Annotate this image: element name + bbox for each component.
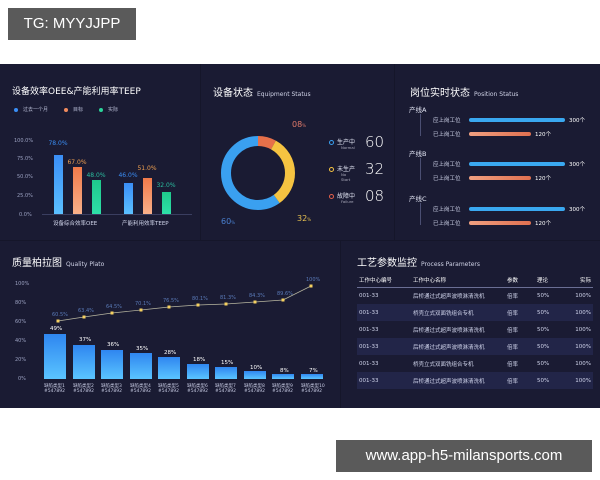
- quality-plato-panel: 质量柏拉图 Quality Plato 100% 80% 60% 40% 20% …: [0, 241, 340, 408]
- ring-icon: [329, 140, 334, 145]
- ring-icon: [329, 194, 334, 199]
- bar-onduty: [469, 221, 531, 225]
- plato-bar: [215, 366, 237, 379]
- oee-panel: 设备效率OEE&产能利用率TEEP 过去一个月 目标 实际 100.0% 75.…: [0, 64, 200, 240]
- plato-bar: [73, 344, 95, 379]
- equipment-donut-chart: [221, 136, 295, 210]
- x-label: 设备综合效率OEE: [53, 221, 98, 227]
- line-b-onduty: 已上岗工位 120个: [433, 176, 551, 182]
- line-c-required: 应上岗工位 300个: [433, 207, 585, 213]
- line-c-onduty: 已上岗工位 120个: [433, 221, 551, 227]
- bar-teep-actual: [162, 192, 171, 214]
- bar-oee-past: [54, 154, 63, 214]
- plato-bar: [272, 374, 294, 379]
- bar-onduty: [469, 176, 531, 180]
- col-header: 工作中心编号: [357, 273, 411, 288]
- bar-required: [469, 207, 565, 211]
- bar-teep-target: [143, 177, 152, 214]
- legend-item: 过去一个月: [14, 106, 48, 113]
- plato-bar: [44, 334, 66, 379]
- plato-line-labels: 60.5% 63.4% 64.5% 70.1% 76.5% 80.1% 81.3…: [52, 277, 321, 318]
- pct-nostart: 32%: [297, 214, 311, 223]
- bar-onduty: [469, 132, 531, 136]
- bar-required: [469, 162, 565, 166]
- oee-plot: 78.0% 67.0% 48.0% 46.0% 51.0% 32.0%: [42, 140, 192, 215]
- tree-connector: [420, 158, 428, 180]
- tree-connector: [420, 114, 428, 136]
- plato-bar: [301, 374, 323, 379]
- position-status-panel: 岗位实时状态 Position Status 产线A 应上岗工位 300个 已上岗工…: [395, 64, 600, 240]
- position-title: 岗位实时状态 Position Status: [410, 88, 519, 99]
- table-row[interactable]: 001-33 后桥通过式超声波喷淋清洗机 倍率 50% 100%: [357, 338, 593, 355]
- watermark-bottom-right: www.app-h5-milansports.com: [336, 440, 592, 472]
- col-header: 实际: [565, 273, 593, 288]
- oee-legend: 过去一个月 目标 实际: [14, 106, 118, 113]
- line-a-label: 产线A: [409, 106, 427, 114]
- process-parameters-panel: 工艺参数监控 Process Parameters 工作中心编号 工作中心名称 参…: [341, 241, 600, 408]
- legend-dot-icon: [99, 107, 104, 112]
- status-failure: 故障中 Failure 08: [329, 187, 384, 205]
- process-table: 工作中心编号 工作中心名称 参数 理论 实际 001-33 后桥通过式超声波喷淋清…: [357, 273, 593, 389]
- table-row[interactable]: 001-33 后桥通过式超声波喷淋清洗机 倍率 50% 100%: [359, 292, 591, 300]
- plato-bar-labels: 49% 37% 36% 35% 28% 18% 15% 10% 8% 7%: [50, 326, 318, 374]
- plato-bar: [187, 363, 209, 379]
- col-header: 工作中心名称: [411, 273, 505, 288]
- ring-icon: [329, 167, 334, 172]
- bar-required: [469, 118, 565, 122]
- cumulative-line: [56, 284, 313, 323]
- pct-normal: 60%: [221, 217, 235, 226]
- legend-item: 目标: [64, 106, 83, 113]
- quality-plot: [38, 284, 334, 379]
- plato-bars: [38, 284, 334, 379]
- oee-title: 设备效率OEE&产能利用率TEEP: [12, 87, 141, 97]
- plato-bar: [158, 357, 180, 379]
- table-row[interactable]: 001-33 桥壳立式双面铣组合专机 倍率 50% 100%: [357, 304, 593, 321]
- bar-teep-past: [124, 183, 133, 214]
- col-header: 理论: [535, 273, 565, 288]
- watermark-top-left: TG: MYYJJPP: [8, 8, 136, 40]
- legend-item: 实际: [99, 106, 118, 113]
- pct-failure: 08%: [292, 120, 306, 129]
- quality-title: 质量柏拉图 Quality Plato: [12, 258, 105, 269]
- legend-dot-icon: [64, 107, 69, 112]
- equipment-title: 设备状态 Equipment Status: [213, 88, 311, 99]
- equipment-status-panel: 设备状态 Equipment Status 08% 32% 60% 生产中 Norm…: [201, 64, 394, 240]
- table-row[interactable]: 001-33 后桥通过式超声波喷淋清洗机 倍率 50% 100%: [359, 326, 591, 334]
- process-title: 工艺参数监控 Process Parameters: [357, 258, 481, 269]
- bar-oee-target: [73, 167, 82, 214]
- table-row[interactable]: 001-33 后桥通过式超声波喷淋清洗机 倍率 50% 100%: [357, 372, 593, 389]
- line-a-required: 应上岗工位 300个: [433, 118, 585, 124]
- legend-dot-icon: [14, 107, 18, 112]
- tree-connector: [420, 203, 428, 225]
- line-a-onduty: 已上岗工位 120个: [433, 132, 551, 138]
- bar-oee-actual: [92, 180, 101, 214]
- line-b-required: 应上岗工位 300个: [433, 162, 585, 168]
- dashboard: 设备效率OEE&产能利用率TEEP 过去一个月 目标 实际 100.0% 75.…: [0, 64, 600, 408]
- status-nostart: 未生产 No Start 32: [329, 160, 384, 182]
- status-normal: 生产中 Normal 60: [329, 133, 384, 151]
- col-header: 参数: [505, 273, 535, 288]
- line-c-label: 产线C: [409, 195, 427, 203]
- line-b-label: 产线B: [409, 150, 427, 158]
- plato-bar: [130, 353, 152, 379]
- table-row[interactable]: 001-33 桥壳立式双面铣组合专机 倍率 50% 100%: [359, 360, 591, 368]
- plato-bar: [101, 349, 123, 379]
- plato-bar: [244, 371, 266, 379]
- x-label: 产能利用效率TEEP: [122, 221, 169, 227]
